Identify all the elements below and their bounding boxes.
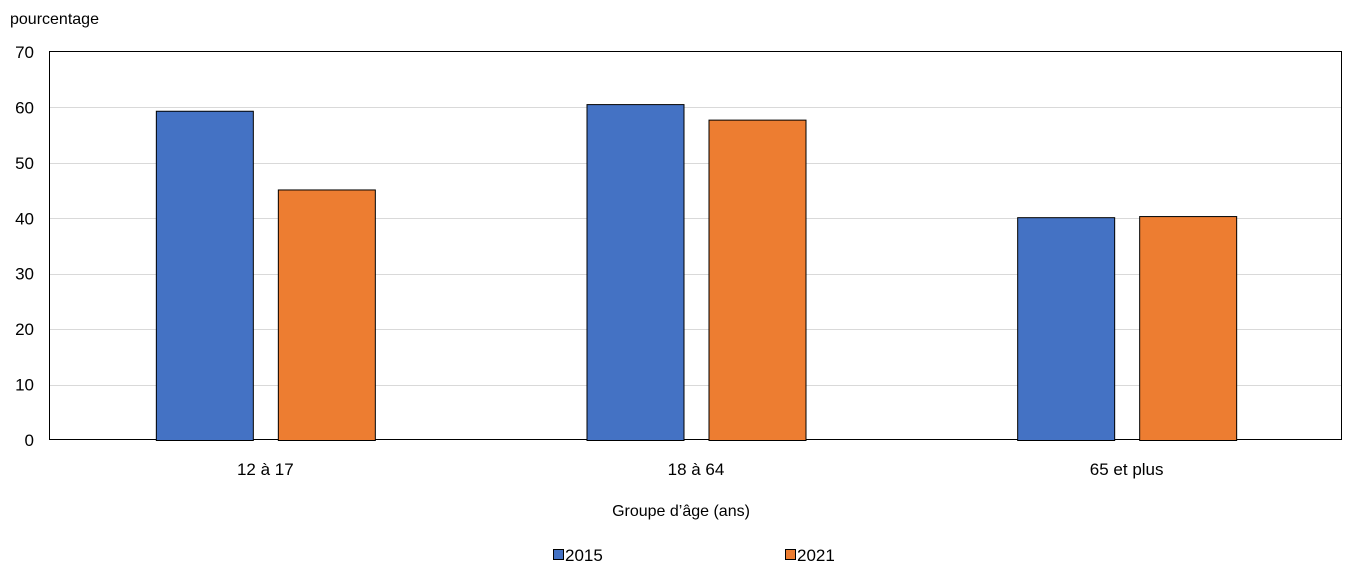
x-category-label: 12 à 17 bbox=[237, 460, 294, 479]
legend-label: 2021 bbox=[797, 546, 835, 565]
y-axis-title: pourcentage bbox=[10, 11, 99, 28]
x-axis-categories: 12 à 17 18 à 64 65 et plus bbox=[237, 460, 1164, 479]
bars bbox=[155, 104, 1238, 442]
bar-2021-3 bbox=[1139, 216, 1238, 441]
x-category-label: 18 à 64 bbox=[668, 460, 725, 479]
legend-label: 2015 bbox=[565, 546, 603, 565]
legend-swatch bbox=[785, 549, 796, 560]
x-category-label: 65 et plus bbox=[1090, 460, 1164, 479]
bar-2021-2 bbox=[708, 119, 807, 441]
y-tick-label: 40 bbox=[15, 209, 34, 228]
y-tick-label: 20 bbox=[15, 320, 34, 339]
bar-2015-2 bbox=[586, 104, 685, 442]
bar-2021-1 bbox=[277, 189, 376, 441]
legend-swatch bbox=[553, 549, 564, 560]
plot-area-frame bbox=[49, 51, 1342, 440]
y-tick-label: 50 bbox=[15, 154, 34, 173]
bar-2015-1 bbox=[155, 110, 254, 442]
y-tick-label: 70 bbox=[15, 43, 34, 62]
x-axis-title: Groupe d’âge (ans) bbox=[612, 503, 750, 520]
bar-2015-3 bbox=[1017, 217, 1116, 441]
y-tick-label: 10 bbox=[15, 376, 34, 395]
y-tick-label: 60 bbox=[15, 98, 34, 117]
y-tick-label: 30 bbox=[15, 265, 34, 284]
gridlines bbox=[50, 107, 1342, 386]
y-tick-label: 0 bbox=[25, 431, 34, 450]
legend: 2015 2021 bbox=[553, 546, 835, 565]
y-axis-ticks: 0 10 20 30 40 50 60 70 bbox=[15, 43, 34, 450]
